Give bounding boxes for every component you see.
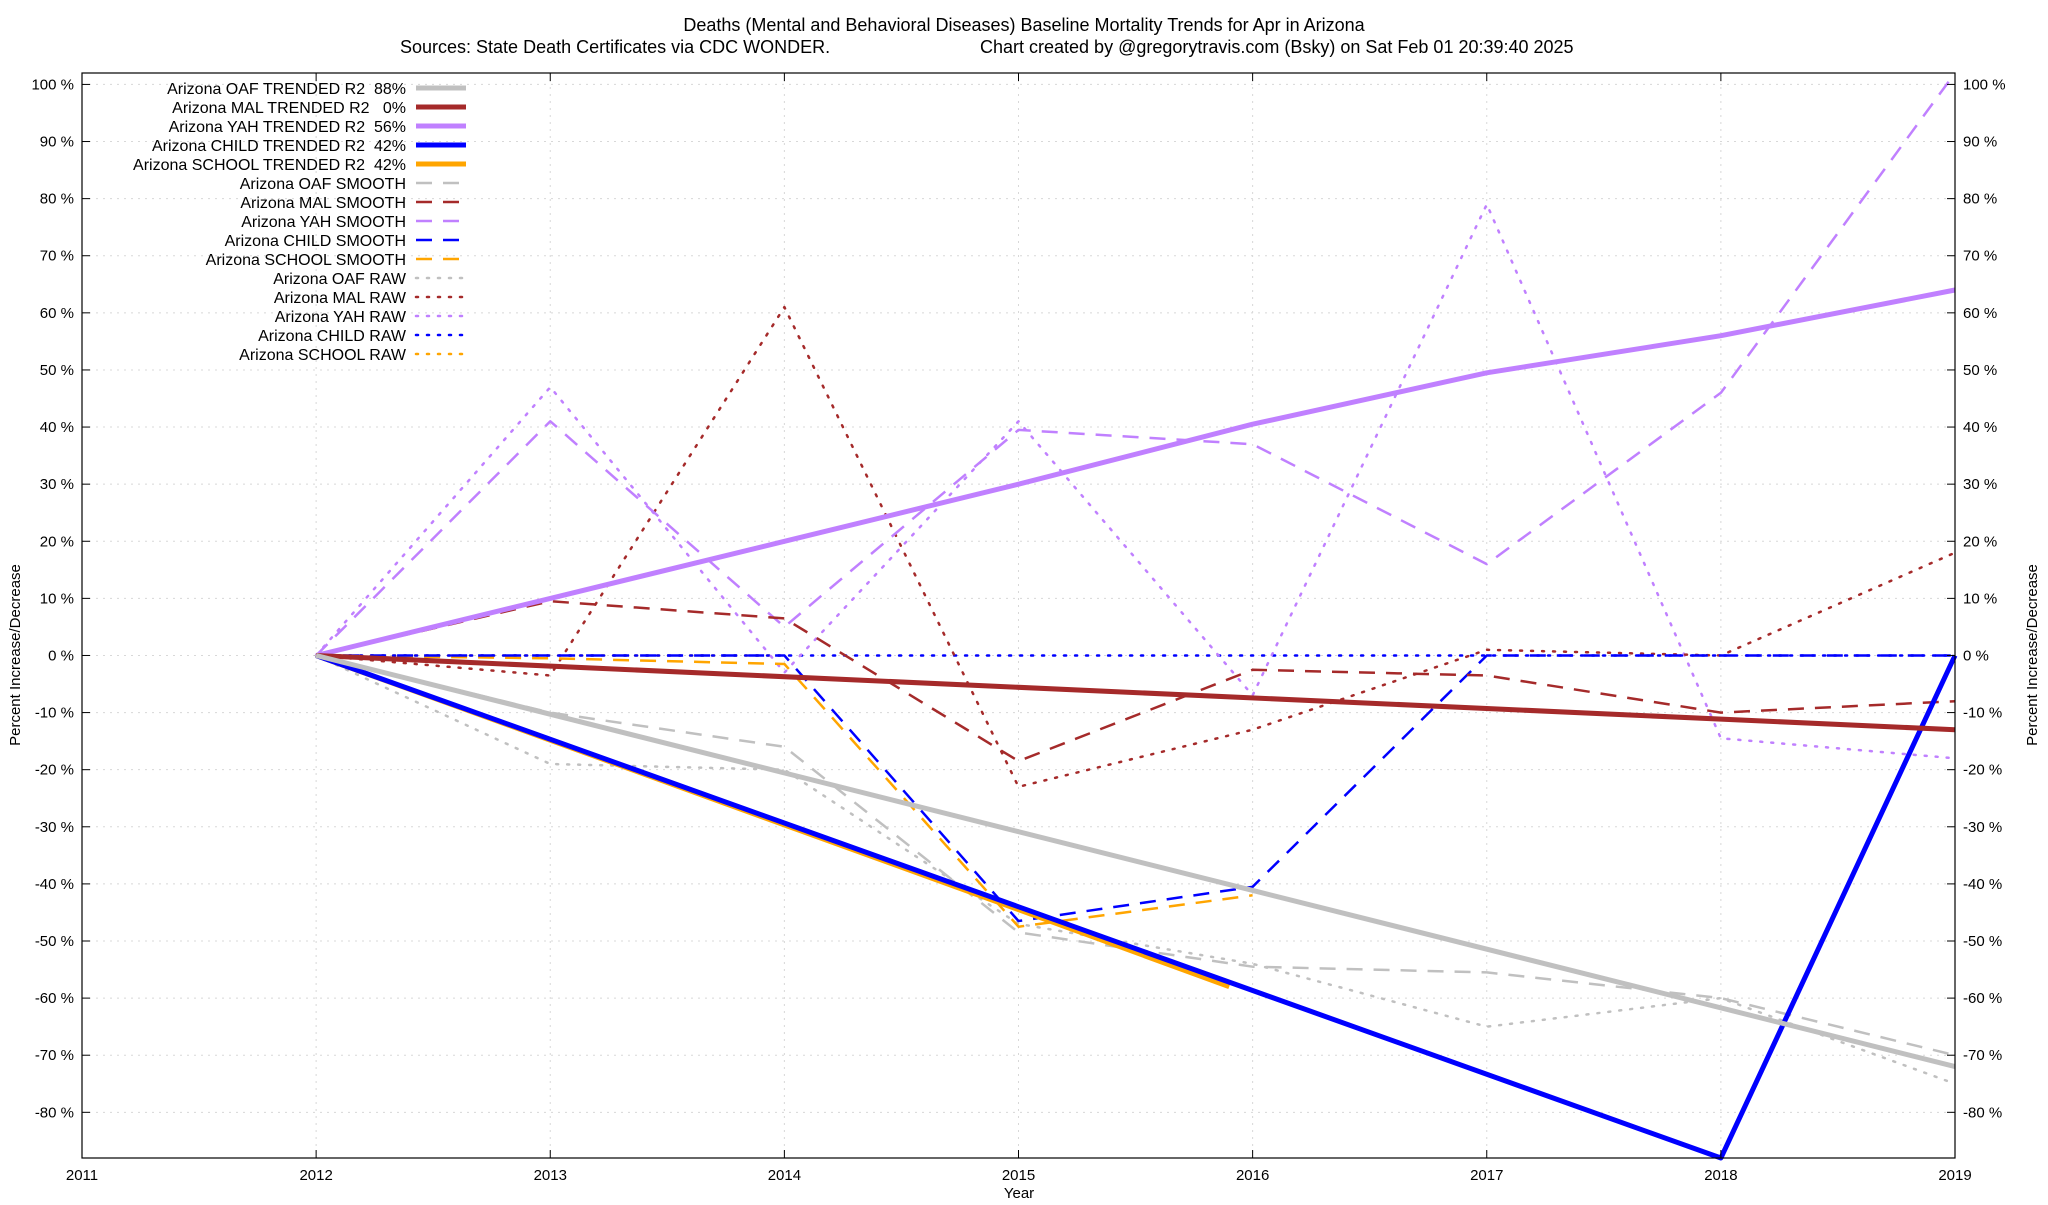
legend-label-arizona-mal-raw: Arizona MAL RAW	[274, 290, 407, 307]
legend-label-arizona-school-raw: Arizona SCHOOL RAW	[239, 347, 407, 364]
y-tick-label-left: -20 %	[35, 762, 74, 779]
y-axis-title-right: Percent Increase/Decrease	[2024, 564, 2041, 746]
y-tick-label-right: 20 %	[1963, 533, 1997, 550]
x-tick-label: 2017	[1470, 1167, 1503, 1184]
y-tick-label-right: -30 %	[1963, 819, 2002, 836]
y-tick-label-left: -80 %	[35, 1104, 74, 1121]
series-line-arizona-mal-smooth	[315, 599, 1956, 763]
y-tick-label-left: 0 %	[48, 647, 74, 664]
x-tick-label: 2011	[66, 1167, 98, 1184]
chart-title: Deaths (Mental and Behavioral Diseases) …	[683, 15, 1365, 35]
y-tick-label-left: 80 %	[40, 191, 74, 208]
legend: Arizona OAF TRENDED R2 88% Arizona MAL TR…	[133, 81, 468, 364]
x-tick-label: 2014	[768, 1167, 801, 1184]
y-tick-label-right: 60 %	[1963, 305, 1997, 322]
y-tick-label-right: 50 %	[1963, 362, 1997, 379]
legend-label-arizona-yah-trended-r2-56: Arizona YAH TRENDED R2 56%	[169, 119, 406, 136]
y-tick-label-left: -40 %	[35, 876, 74, 893]
legend-label-arizona-yah-smooth: Arizona YAH SMOOTH	[241, 214, 406, 231]
x-tick-label: 2013	[534, 1167, 567, 1184]
y-tick-label-left: 60 %	[40, 305, 74, 322]
y-tick-label-left: 90 %	[40, 134, 74, 151]
y-tick-label-right: 0 %	[1963, 647, 1989, 664]
y-tick-label-right: -10 %	[1963, 705, 2002, 722]
x-tick-label: 2019	[1938, 1167, 1971, 1184]
series-line-arizona-mal-trended-r2-0	[315, 653, 1956, 733]
y-tick-label-left: -10 %	[35, 705, 74, 722]
y-tick-label-right: 30 %	[1963, 476, 1997, 493]
y-tick-label-right: -40 %	[1963, 876, 2002, 893]
y-tick-label-left: 30 %	[40, 476, 74, 493]
series-line-arizona-oaf-raw	[314, 654, 1957, 1086]
legend-label-arizona-child-trended-r2-42: Arizona CHILD TRENDED R2 42%	[152, 138, 406, 155]
y-tick-label-right: -80 %	[1963, 1104, 2002, 1121]
legend-label-arizona-child-raw: Arizona CHILD RAW	[258, 328, 407, 345]
y-tick-label-right: 10 %	[1963, 590, 1997, 607]
y-tick-label-left: 40 %	[40, 419, 74, 436]
tick-layer: 100 % 100 % 90 % 90 % 80 % 80 % 70 % 70 % 60 % 60…	[31, 73, 2006, 1184]
legend-label-arizona-oaf-raw: Arizona OAF RAW	[273, 271, 407, 288]
y-tick-label-left: -60 %	[35, 990, 74, 1007]
y-tick-label-right: 90 %	[1963, 134, 1997, 151]
y-tick-label-right: 40 %	[1963, 419, 1997, 436]
series-line-arizona-yah-smooth	[315, 72, 1957, 657]
legend-label-arizona-school-smooth: Arizona SCHOOL SMOOTH	[206, 252, 406, 269]
series-layer	[314, 72, 1958, 1161]
y-tick-label-left: 50 %	[40, 362, 74, 379]
y-tick-label-right: 100 %	[1963, 76, 2006, 93]
y-tick-label-right: 70 %	[1963, 248, 1997, 265]
series-line-arizona-oaf-trended-r2-88	[315, 653, 1956, 1070]
chart-subtitle-source: Sources: State Death Certificates via CD…	[400, 37, 830, 57]
chart-subtitle-credit: Chart created by @gregorytravis.com (Bsk…	[980, 37, 1574, 57]
x-tick-label: 2018	[1704, 1167, 1737, 1184]
series-line-arizona-child-trended-r2-42	[315, 653, 1958, 1161]
y-tick-label-right: -50 %	[1963, 933, 2002, 950]
legend-label-arizona-yah-raw: Arizona YAH RAW	[275, 309, 407, 326]
x-tick-label: 2015	[1002, 1167, 1035, 1184]
y-tick-label-right: -60 %	[1963, 990, 2002, 1007]
y-tick-label-right: -20 %	[1963, 762, 2002, 779]
legend-label-arizona-child-smooth: Arizona CHILD SMOOTH	[225, 233, 406, 250]
series-line-arizona-school-smooth	[316, 654, 1253, 928]
x-tick-label: 2012	[299, 1167, 332, 1184]
y-tick-label-left: -50 %	[35, 933, 74, 950]
y-tick-label-left: -30 %	[35, 819, 74, 836]
y-tick-label-left: 100 %	[31, 76, 74, 93]
y-tick-label-left: 10 %	[40, 590, 74, 607]
y-axis-title-left: Percent Increase/Decrease	[7, 564, 24, 746]
x-tick-label: 2016	[1236, 1167, 1269, 1184]
y-tick-label-right: -70 %	[1963, 1047, 2002, 1064]
y-tick-label-right: 80 %	[1963, 191, 1997, 208]
legend-label-arizona-mal-trended-r2-0: Arizona MAL TRENDED R2 0%	[172, 100, 406, 117]
series-line-arizona-yah-raw	[314, 203, 1957, 760]
legend-label-arizona-mal-smooth: Arizona MAL SMOOTH	[240, 195, 406, 212]
y-tick-label-left: 20 %	[40, 533, 74, 550]
series-line-arizona-child-smooth	[316, 654, 1955, 923]
series-line-arizona-mal-raw	[314, 305, 1957, 789]
y-tick-label-left: 70 %	[40, 248, 74, 265]
legend-label-arizona-oaf-trended-r2-88: Arizona OAF TRENDED R2 88%	[167, 81, 406, 98]
x-axis-title: Year	[1004, 1185, 1034, 1200]
y-tick-label-left: -70 %	[35, 1047, 74, 1064]
series-line-arizona-yah-trended-r2-56	[315, 287, 1956, 658]
legend-label-arizona-oaf-smooth: Arizona OAF SMOOTH	[240, 176, 406, 193]
legend-label-arizona-school-trended-r2-42: Arizona SCHOOL TRENDED R2 42%	[133, 157, 406, 174]
